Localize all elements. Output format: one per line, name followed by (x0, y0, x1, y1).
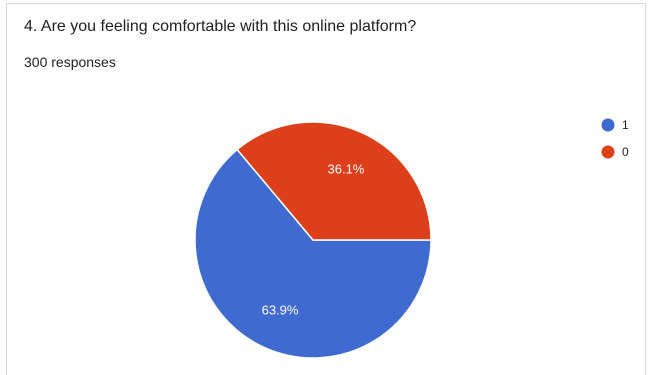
chart-legend: 10 (601, 118, 629, 159)
legend-label-0: 0 (622, 145, 629, 159)
legend-label-1: 1 (622, 118, 629, 132)
response-count: 300 responses (24, 54, 116, 70)
chart-title: 4. Are you feeling comfortable with this… (24, 18, 417, 35)
pie-slice-1 (194, 148, 432, 359)
slice-label-1: 63.9% (262, 303, 299, 318)
pie-slice-labels: 63.9% 36.1% (262, 161, 365, 317)
legend-swatch-0 (601, 145, 615, 159)
pie-slices (194, 121, 432, 359)
slice-label-0: 36.1% (328, 161, 365, 176)
legend-swatch-1 (601, 118, 615, 132)
pie-slice-0 (236, 121, 432, 241)
